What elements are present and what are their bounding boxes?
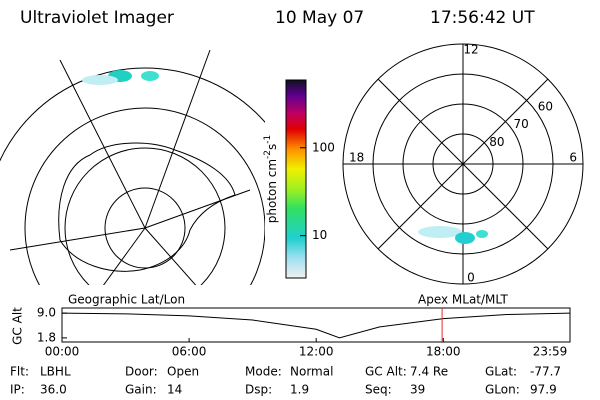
field-value: 14: [167, 383, 182, 397]
field-label: GC Alt:: [365, 365, 407, 379]
polar-grid: [343, 44, 583, 284]
y-tick-label: 9.0: [37, 306, 56, 320]
lat-label: 70: [514, 117, 529, 131]
field-label: Mode:: [245, 365, 282, 379]
field-value: -77.7: [530, 365, 561, 379]
altitude-line: [61, 312, 571, 339]
field-label: Flt:: [10, 365, 29, 379]
field-label: IP:: [10, 383, 25, 397]
mlt-label: 18: [349, 151, 364, 165]
field-value: 39: [410, 383, 425, 397]
lat-circle: [402, 103, 524, 225]
lat-label: 60: [538, 100, 553, 114]
x-tick-label: 12:00: [299, 345, 334, 359]
field-label: Gain:: [125, 383, 157, 397]
colorbar: [285, 79, 307, 279]
left-map: [0, 49, 265, 285]
lat-circle: [432, 133, 494, 195]
date: 10 May 07: [275, 8, 364, 28]
x-tick-label: 23:59: [533, 345, 568, 359]
polar-caption: Apex MLat/MLT: [418, 293, 508, 307]
field-value: 97.9: [530, 383, 557, 397]
x-tick-label: 06:00: [172, 345, 207, 359]
lat-circle: [372, 73, 554, 255]
x-tick-label: 00:00: [45, 345, 80, 359]
field-value: Normal: [290, 365, 333, 379]
field-label: GLon:: [485, 383, 520, 397]
field-value: 36.0: [40, 383, 67, 397]
field-label: Dsp:: [245, 383, 272, 397]
field-value: LBHL: [40, 365, 71, 379]
colorbar-tick-label: 100: [312, 140, 335, 154]
altitude-frame: [61, 307, 571, 343]
mlt-label: 6: [569, 151, 577, 165]
mlt-label: 0: [467, 271, 475, 285]
altitude-ylabel: GC Alt: [11, 307, 25, 345]
colorbar-label: photon cm-2s-1: [263, 135, 279, 224]
lat-label: 80: [489, 135, 504, 149]
field-label: Seq:: [365, 383, 392, 397]
colorbar-tick-label: 10: [312, 228, 327, 242]
time: 17:56:42 UT: [430, 8, 535, 28]
x-tick-label: 18:00: [426, 345, 461, 359]
left-caption: Geographic Lat/Lon: [68, 293, 185, 307]
mlt-label: 12: [463, 43, 478, 57]
field-value: 7.4 Re: [410, 365, 448, 379]
field-label: GLat:: [485, 365, 517, 379]
y-tick-label: 1.8: [37, 330, 56, 344]
title: Ultraviolet Imager: [20, 8, 174, 28]
field-value: 1.9: [290, 383, 309, 397]
field-value: Open: [167, 365, 199, 379]
field-label: Door:: [125, 365, 158, 379]
lat-circle: [342, 43, 584, 285]
